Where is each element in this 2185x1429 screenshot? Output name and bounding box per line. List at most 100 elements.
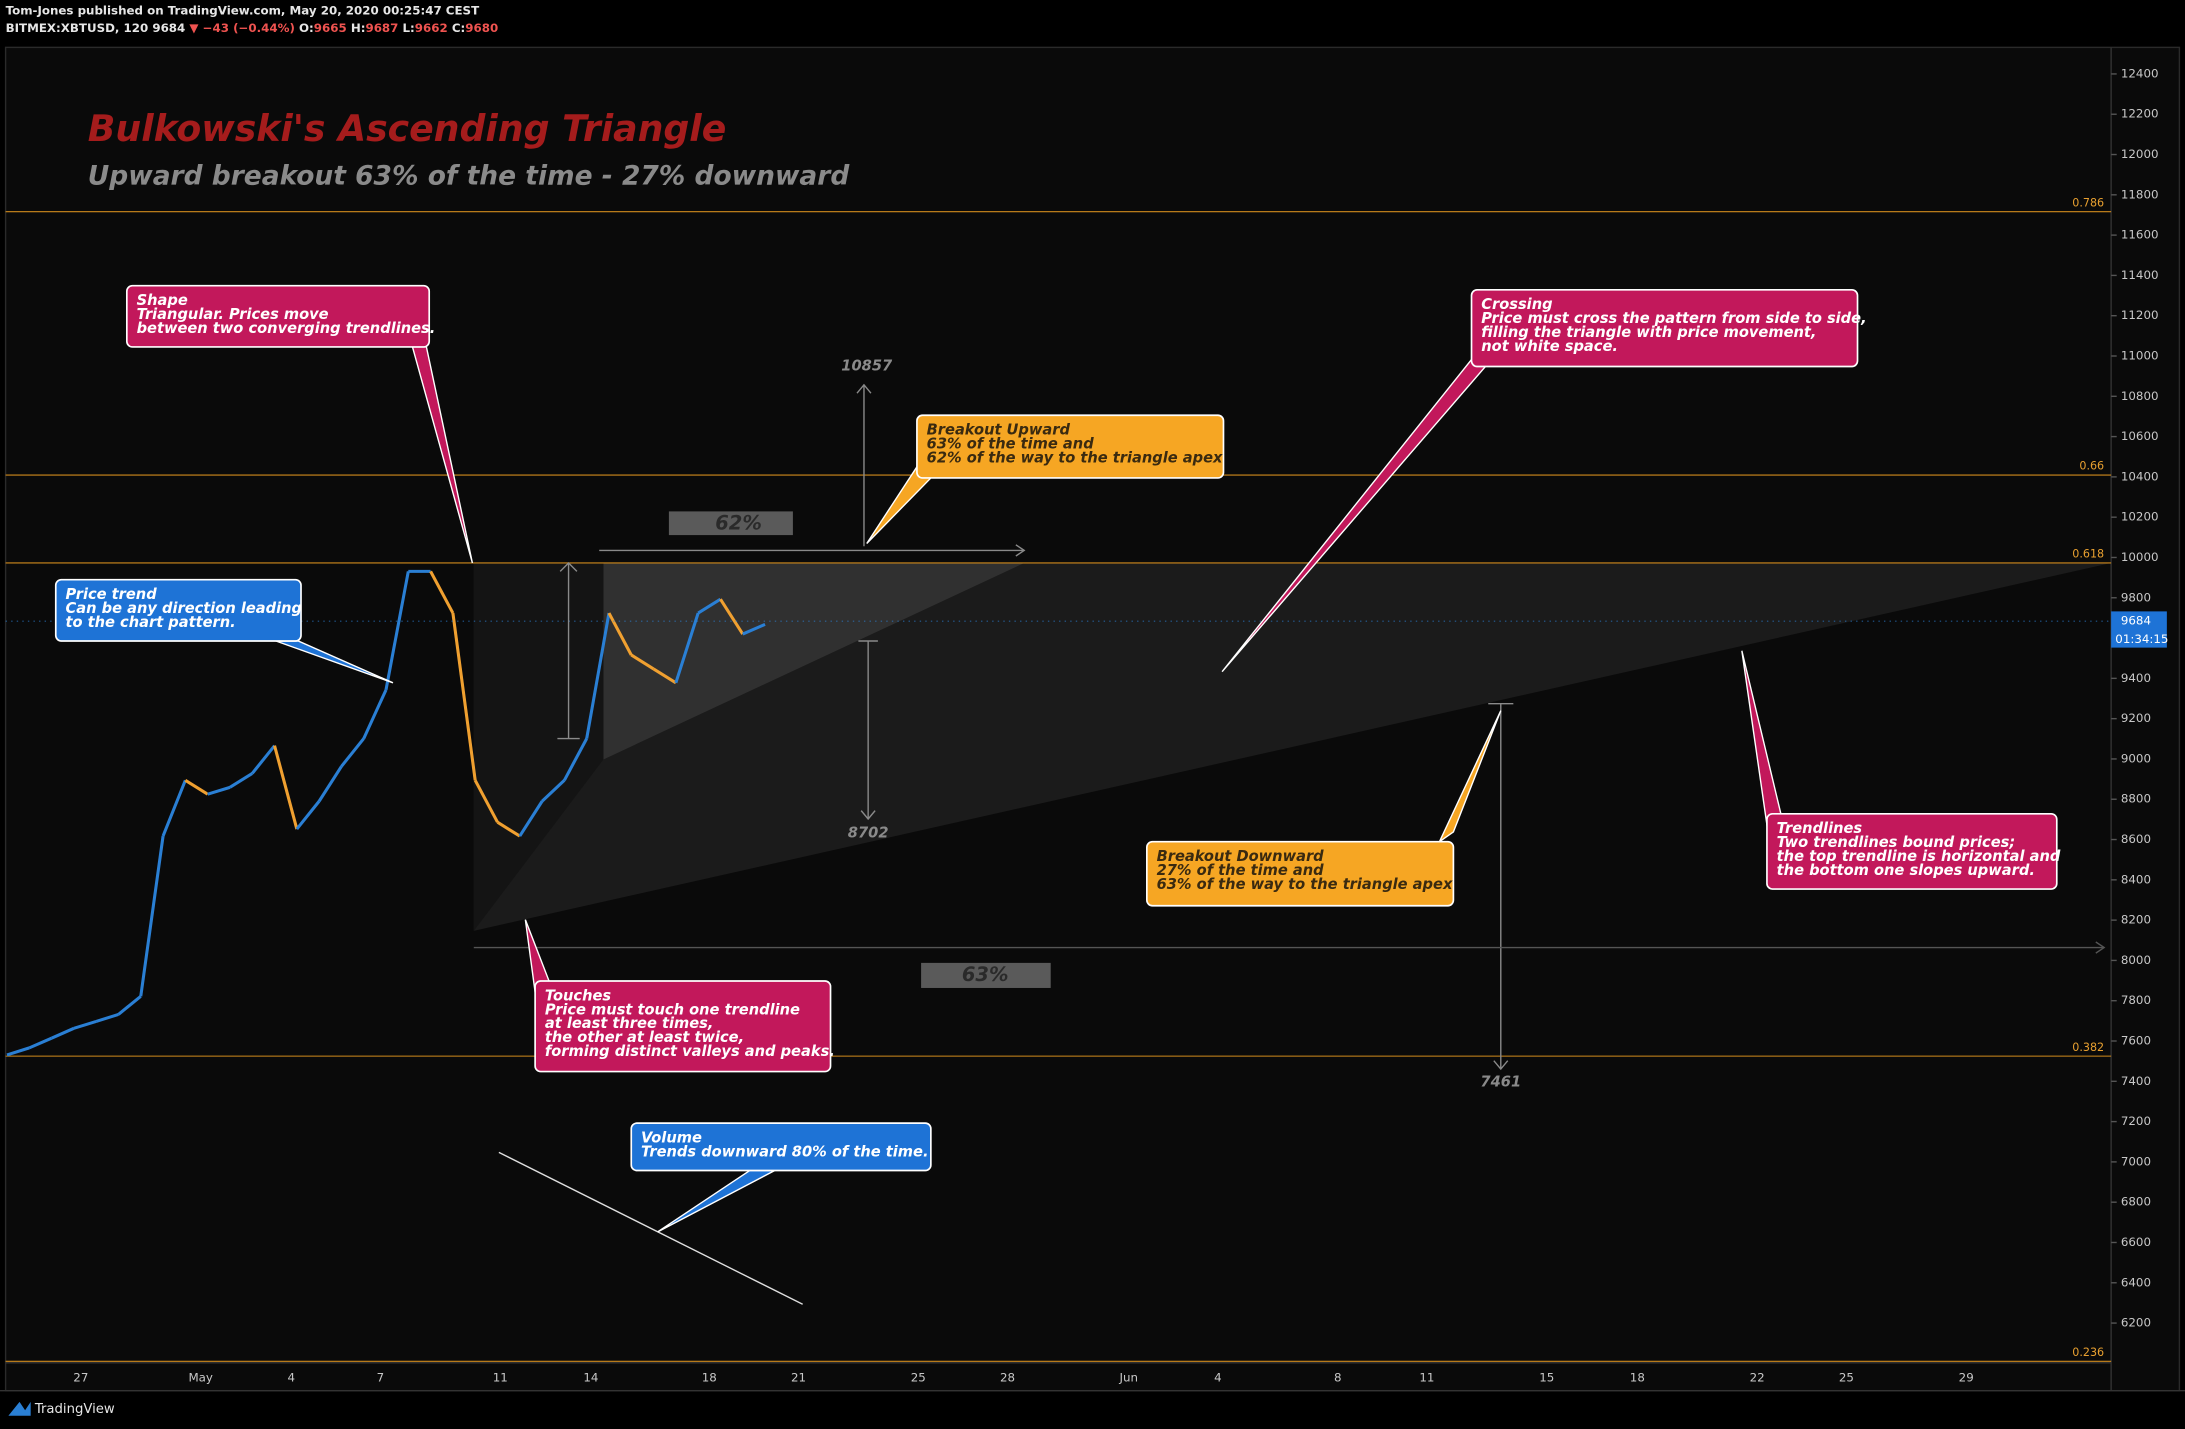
y-tick-label: 8400 (2121, 872, 2151, 886)
y-tick-label: 10400 (2121, 469, 2159, 483)
y-tick-label: 11800 (2121, 187, 2159, 201)
y-tick-label: 12200 (2121, 107, 2159, 121)
price-segment (184, 779, 209, 796)
callout-box (1766, 812, 2058, 890)
quote: BITMEX:XBTUSD, 120 9684 ▼ −43 (−0.44%) O… (6, 20, 499, 34)
x-tick-label: 29 (1959, 1371, 1974, 1385)
callout-line: Two trendlines bound prices; (1777, 834, 2016, 851)
price-segment (251, 744, 276, 775)
x-tick-label: 18 (1630, 1371, 1645, 1385)
y-tick-label: 11600 (2121, 228, 2159, 242)
price-segment (117, 995, 142, 1016)
change: ▼ −43 (−0.44%) (189, 20, 294, 34)
fib-label: 0.382 (2072, 1041, 2104, 1054)
fib-label: 0.236 (2072, 1346, 2104, 1359)
ohlc-value: 9665 (314, 20, 347, 34)
y-tick-label: 9000 (2121, 751, 2151, 765)
y-tick-label: 12000 (2121, 147, 2159, 161)
callout-line: to the chart pattern. (66, 614, 236, 631)
y-tick-label: 6200 (2121, 1316, 2151, 1330)
callout-line: 63% of the way to the triangle apex (1157, 876, 1453, 893)
y-tick-label: 10200 (2121, 510, 2159, 524)
x-tick-label: 27 (73, 1371, 88, 1385)
width-head (2095, 941, 2106, 954)
x-tick-label: 15 (1539, 1371, 1554, 1385)
ohlc-value: 9680 (465, 20, 498, 34)
y-tick-label: 8800 (2121, 792, 2151, 806)
volume-trendline (498, 1151, 803, 1305)
y-tick-label: 7200 (2121, 1114, 2151, 1128)
share-box (921, 962, 1051, 988)
callout-line: between two converging trendlines. (137, 320, 436, 337)
price-segment (518, 800, 544, 837)
callout-box (916, 414, 1225, 479)
callout-title: Breakout Upward (927, 422, 1071, 439)
ohlc-key: C: (452, 20, 465, 34)
x-tick-label: Jun (1118, 1371, 1137, 1385)
y-tick-label: 8200 (2121, 913, 2151, 927)
y-tick-label: 7400 (2121, 1074, 2151, 1088)
upper-arrow-head (856, 383, 872, 394)
callout-line: the other at least twice, (545, 1029, 744, 1046)
symbol: BITMEX:XBTUSD, 120 (6, 20, 149, 34)
ohlc-value: 9687 (365, 20, 398, 34)
price-segment (585, 612, 611, 739)
callout-line: filling the triangle with price movement… (1481, 324, 1816, 341)
ohlc-key: H: (351, 20, 366, 34)
callout-line: Price must cross the pattern from side t… (1481, 310, 1866, 327)
lower-arrow-head (860, 810, 876, 821)
height-head (559, 561, 578, 572)
countdown: 01:34:15 (2115, 632, 2168, 646)
width-head (1015, 544, 1026, 557)
price-segment (541, 779, 566, 803)
price-segment (429, 570, 455, 614)
title: Bulkowski's Ascending Triangle (88, 107, 726, 150)
price-segment (28, 1036, 53, 1050)
callout-title: Price trend (66, 586, 158, 603)
y-tick-label: 11200 (2121, 308, 2159, 322)
price-segment (674, 612, 700, 684)
y-tick-label: 6400 (2121, 1275, 2151, 1289)
down-arrow-head (1493, 1060, 1509, 1071)
y-tick-label: 10800 (2121, 389, 2159, 403)
y-tick-label: 10000 (2121, 550, 2159, 564)
callout-title: Crossing (1481, 296, 1552, 313)
publisher: Tom-Jones published on TradingView.com, … (6, 4, 480, 18)
callout-title: Trendlines (1777, 820, 1863, 837)
callout-line: Can be any direction leading (66, 600, 303, 617)
price-segment (295, 800, 321, 831)
lower-target-label: 8702 (848, 824, 889, 841)
triangle-pattern (473, 562, 2112, 931)
x-tick-label: May (188, 1371, 212, 1385)
callout-line: not white space. (1481, 338, 1618, 355)
price-segment (207, 785, 231, 796)
x-tick-label: 11 (493, 1371, 508, 1385)
price-segment (742, 622, 766, 636)
callout-line: Triangular. Prices move (137, 306, 329, 323)
share-box (668, 511, 793, 536)
x-tick-label: 21 (791, 1371, 806, 1385)
price-segment (652, 667, 677, 685)
x-tick-label: 28 (1000, 1371, 1015, 1385)
price-segment (719, 598, 745, 635)
price-segment (496, 820, 521, 838)
callout-line: Price must touch one trendline (545, 1001, 800, 1018)
fib-label: 0.66 (2079, 460, 2104, 473)
price-segment (6, 1046, 30, 1057)
callout-line: the top trendline is horizontal and (1777, 848, 2061, 865)
x-tick-label: 4 (287, 1371, 295, 1385)
chart-layer: Tom-Jones published on TradingView.com, … (0, 4, 2185, 1417)
price-segment (607, 612, 633, 656)
y-tick-label: 7600 (2121, 1034, 2151, 1048)
callout-title: Volume (641, 1129, 702, 1146)
callout-box (125, 284, 431, 348)
last-price-tag (2111, 611, 2167, 648)
callout-line: 63% of the time and (927, 436, 1095, 453)
callout-line: Trends downward 80% of the time. (641, 1143, 929, 1160)
x-tick-label: 11 (1419, 1371, 1434, 1385)
price-segment (139, 835, 165, 997)
down-target-label: 7461 (1480, 1074, 1521, 1091)
x-tick-label: 25 (1839, 1371, 1854, 1385)
